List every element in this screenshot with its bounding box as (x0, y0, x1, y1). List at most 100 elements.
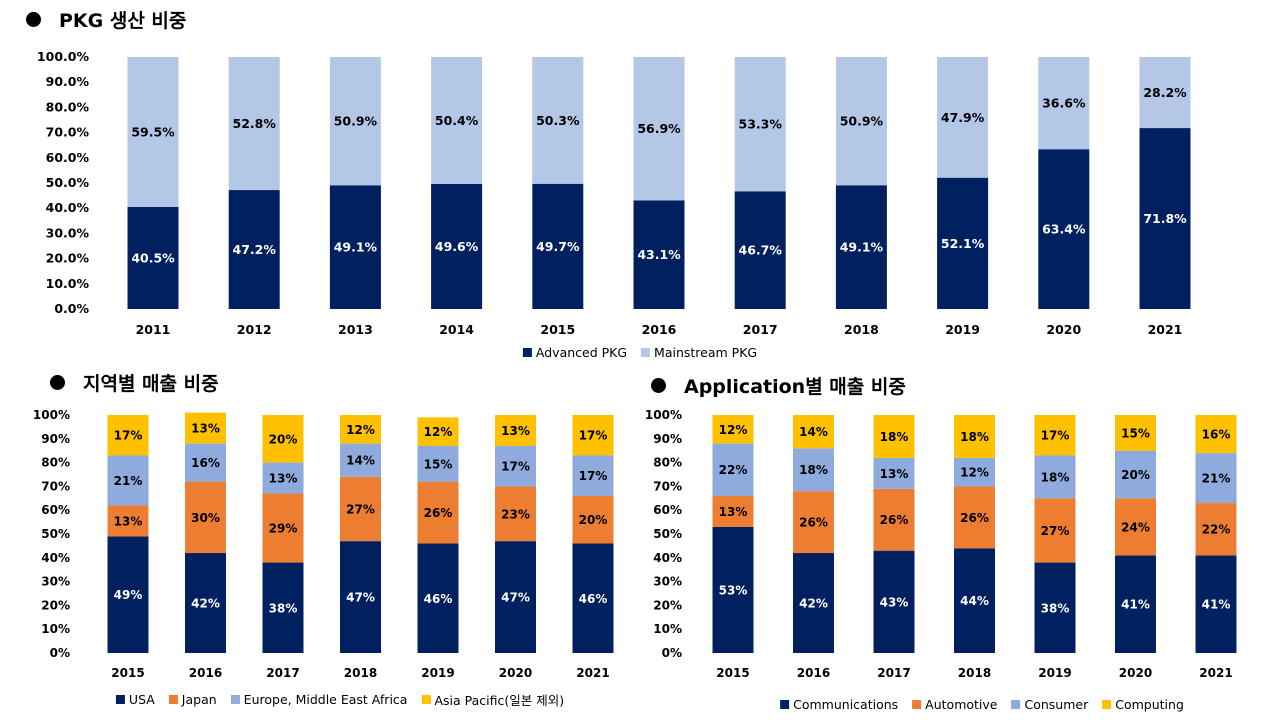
data-label: 46% (579, 592, 608, 606)
bar-segment (873, 550, 915, 653)
bar-segment (954, 457, 995, 487)
data-label: 50.9% (840, 114, 884, 129)
y-tick-label: 60% (653, 503, 682, 517)
x-tick-label: 2018 (958, 666, 991, 680)
data-label: 38% (1041, 601, 1070, 615)
bar-segment (417, 445, 459, 482)
chart-title-application: Application별 매출 비중 (651, 372, 906, 399)
data-label: 43% (880, 595, 909, 609)
chart-title-pkg: PKG 생산 비중 (26, 6, 186, 33)
x-tick-label: 2014 (439, 322, 474, 337)
data-label: 17% (579, 469, 608, 483)
bar-segment (127, 57, 179, 207)
y-tick-label: 40% (653, 551, 682, 565)
data-label: 13% (719, 505, 748, 519)
y-tick-label: 50% (653, 527, 682, 541)
bar-segment (340, 443, 381, 477)
legend-item: Automotive (912, 697, 997, 712)
legend-label: Automotive (925, 697, 998, 712)
bar-segment (417, 543, 459, 653)
legend-swatch (522, 348, 532, 357)
data-label: 20% (269, 432, 298, 446)
x-tick-label: 2019 (421, 666, 454, 680)
y-tick-label: 70% (653, 479, 682, 493)
legend-item: Computing (1102, 697, 1184, 712)
data-label: 27% (346, 503, 375, 517)
bar-segment (228, 57, 280, 191)
y-tick-label: 30% (653, 575, 682, 589)
data-label: 21% (114, 474, 143, 488)
bar-segment (417, 481, 459, 544)
data-label: 20% (579, 513, 608, 527)
data-label: 47% (346, 591, 375, 605)
data-label: 15% (1121, 426, 1150, 440)
data-label: 46.7% (739, 243, 783, 258)
x-tick-label: 2017 (877, 666, 910, 680)
legend-label: Communications (793, 697, 899, 712)
bar-segment (532, 183, 584, 309)
bar-segment (1195, 453, 1237, 504)
bar-segment (572, 543, 614, 653)
data-label: 17% (579, 429, 608, 443)
x-tick-label: 2013 (338, 322, 373, 337)
x-tick-label: 2020 (1119, 666, 1152, 680)
x-tick-label: 2021 (1148, 322, 1183, 337)
y-tick-label: 100% (33, 408, 70, 422)
x-tick-label: 2017 (266, 666, 299, 680)
data-label: 56.9% (637, 121, 681, 136)
legend-swatch (641, 348, 651, 357)
y-tick-label: 30% (41, 575, 70, 589)
legend-label: Advanced PKG (535, 345, 628, 360)
bar-segment (793, 491, 834, 554)
bar-segment (340, 415, 381, 444)
bar-segment (873, 488, 915, 551)
legend-item: Japan (168, 690, 217, 709)
data-label: 13% (880, 467, 909, 481)
legend-swatch (780, 700, 790, 709)
legend-swatch (421, 695, 431, 704)
data-label: 12% (719, 423, 748, 437)
x-tick-label: 2020 (1046, 322, 1081, 337)
legend-swatch (1102, 700, 1112, 709)
bar-segment (185, 412, 226, 444)
bar-segment (127, 206, 179, 309)
data-label: 12% (960, 466, 989, 480)
bar-segment (495, 445, 536, 487)
data-label: 49.7% (536, 239, 580, 254)
data-label: 30% (191, 511, 220, 525)
data-label: 47.2% (233, 242, 277, 257)
bar-segment (495, 415, 536, 446)
data-label: 28.2% (1143, 85, 1187, 100)
bar-segment (262, 415, 304, 463)
legend-item: Mainstream PKG (641, 345, 757, 360)
bar-segment (712, 495, 754, 527)
y-tick-label: 50% (41, 527, 70, 541)
bar-segment (572, 495, 614, 544)
data-label: 49.1% (334, 240, 378, 255)
bar-segment (1038, 149, 1090, 309)
y-tick-label: 10% (653, 622, 682, 636)
chart-title-text: PKG 생산 비중 (59, 10, 187, 32)
data-label: 22% (719, 463, 748, 477)
y-tick-label: 40.0% (46, 200, 90, 215)
y-tick-label: 70% (41, 479, 70, 493)
data-label: 53% (719, 583, 748, 597)
chart-app: 0% 10% 20% 30% 40% 50% 60% 70% 80% 90% 100% 53% 13% 2… (645, 408, 1237, 680)
bar-segment (329, 57, 381, 186)
data-label: 18% (1041, 470, 1070, 484)
data-label: 42% (191, 597, 220, 611)
x-tick-label: 2015 (111, 666, 144, 680)
data-label: 14% (346, 454, 375, 468)
legend-label: Asia Pacific(일본 제외) (434, 693, 565, 708)
bar-segment (340, 541, 381, 653)
bar-segment (431, 184, 483, 309)
data-label: 18% (799, 463, 828, 477)
bar-segment (107, 415, 149, 456)
data-label: 12% (346, 423, 375, 437)
bar-segment (532, 57, 584, 184)
legend-item: Europe, Middle East Africa (230, 690, 407, 709)
x-tick-label: 2015 (540, 322, 575, 337)
y-tick-label: 80% (653, 456, 682, 470)
legend-label: Computing (1115, 697, 1184, 712)
y-tick-label: 90% (653, 432, 682, 446)
